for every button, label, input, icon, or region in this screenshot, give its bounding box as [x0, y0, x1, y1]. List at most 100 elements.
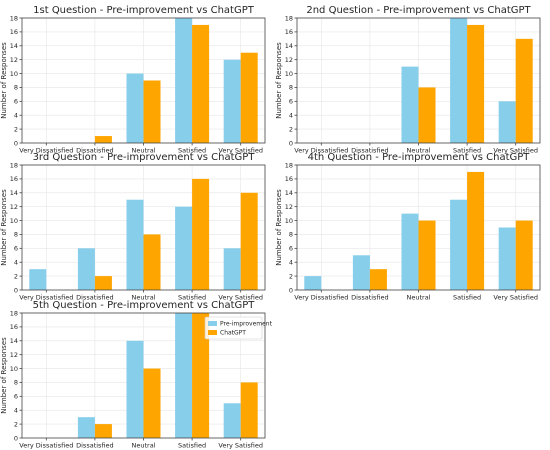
chart-panel-4: 0 2 4 6 8 10 12 14 16 18 Very Dissatisfied Dissatis…: [275, 152, 541, 302]
x-tick-label: Very Satisfied: [218, 147, 263, 155]
y-axis-label: Number of Responses: [275, 189, 283, 266]
x-tick-label: Very Satisfied: [218, 294, 263, 302]
x-tick-label: Dissatisfied: [351, 147, 389, 155]
y-tick-label: 0: [289, 139, 293, 147]
y-tick-label: 14: [10, 189, 18, 197]
x-tick-label: Satisfied: [178, 294, 206, 302]
bar-chatgpt: [192, 313, 210, 438]
y-tick-label: 4: [14, 259, 18, 267]
y-tick-label: 16: [10, 28, 18, 36]
chart-title: 4th Question - Pre-improvement vs ChatGP…: [308, 152, 531, 163]
bar-chatgpt: [515, 38, 533, 144]
y-tick-label: 18: [285, 161, 293, 169]
bar-pre-improvement: [223, 248, 241, 290]
bar-pre-improvement: [175, 18, 193, 143]
bar-pre-improvement: [352, 255, 370, 290]
x-tick-label: Neutral: [132, 294, 156, 302]
y-tick-label: 8: [14, 379, 18, 387]
y-tick-label: 2: [289, 125, 293, 133]
y-axis-label: Number of Responses: [0, 337, 8, 414]
bar-chatgpt: [143, 80, 161, 143]
chart-panel-2: 0 2 4 6 8 10 12 14 16 18 Very Dissatisfied Dissatis…: [275, 5, 541, 155]
bar-chatgpt: [94, 276, 112, 290]
x-tick-label: Dissatisfied: [76, 294, 114, 302]
bar-pre-improvement: [77, 417, 95, 438]
chart-panel-1: 0 2 4 6 8 10 12 14 16 18 Very Dissatisfied Dissatis…: [0, 5, 266, 155]
bar-pre-improvement: [126, 73, 144, 143]
y-tick-label: 18: [10, 14, 18, 22]
x-tick-label: Neutral: [407, 147, 431, 155]
bar-pre-improvement: [401, 66, 419, 143]
bar-pre-improvement: [175, 206, 193, 290]
bar-pre-improvement: [498, 227, 516, 290]
y-tick-label: 16: [10, 323, 18, 331]
y-tick-label: 14: [10, 337, 18, 345]
bar-pre-improvement: [223, 403, 241, 438]
legend-box: [204, 316, 263, 340]
x-tick-label: Satisfied: [453, 147, 481, 155]
y-tick-label: 0: [14, 434, 18, 442]
y-tick-label: 18: [285, 14, 293, 22]
bar-pre-improvement: [29, 269, 47, 290]
y-tick-label: 10: [10, 217, 18, 225]
y-tick-label: 0: [14, 139, 18, 147]
bar-chatgpt: [192, 24, 210, 144]
y-axis-label: Number of Responses: [275, 42, 283, 119]
chart-title: 2nd Question - Pre-improvement vs ChatGP…: [306, 5, 531, 16]
bar-pre-improvement: [77, 248, 95, 290]
bar-chatgpt: [240, 192, 258, 290]
y-tick-label: 10: [285, 217, 293, 225]
bar-chatgpt: [515, 220, 533, 290]
bar-pre-improvement: [126, 340, 144, 438]
chart-title: 3rd Question - Pre-improvement vs ChatGP…: [33, 152, 256, 163]
x-tick-label: Very Satisfied: [493, 294, 538, 302]
bar-pre-improvement: [126, 199, 144, 290]
y-tick-label: 16: [285, 175, 293, 183]
bar-chatgpt: [240, 382, 258, 438]
bar-chatgpt: [418, 87, 436, 143]
legend-label: ChatGPT: [220, 330, 246, 337]
y-tick-label: 2: [14, 420, 18, 428]
bar-chatgpt: [143, 368, 161, 438]
y-tick-label: 4: [14, 407, 18, 415]
y-tick-label: 18: [10, 309, 18, 317]
chart-panel-5: 0 2 4 6 8 10 12 14 16 18 Very Dissatisfied Dissatis…: [0, 300, 273, 450]
x-tick-label: Very Satisfied: [218, 442, 263, 450]
y-tick-label: 6: [289, 245, 293, 253]
y-tick-label: 10: [285, 70, 293, 78]
y-tick-label: 6: [14, 245, 18, 253]
x-tick-label: Very Dissatisfied: [294, 147, 348, 155]
y-tick-label: 14: [10, 42, 18, 50]
x-tick-label: Dissatisfied: [351, 294, 389, 302]
y-tick-label: 2: [289, 272, 293, 280]
bar-chatgpt: [369, 269, 387, 290]
bar-pre-improvement: [304, 276, 322, 290]
x-tick-label: Very Dissatisfied: [19, 442, 73, 450]
chart-title: 1st Question - Pre-improvement vs ChatGP…: [33, 5, 255, 16]
legend-swatch: [208, 321, 217, 326]
bar-pre-improvement: [223, 59, 241, 143]
y-tick-label: 8: [289, 84, 293, 92]
y-tick-label: 14: [285, 189, 293, 197]
bar-pre-improvement: [175, 313, 193, 438]
bar-chatgpt: [240, 52, 258, 143]
x-tick-label: Neutral: [132, 442, 156, 450]
x-tick-label: Very Dissatisfied: [19, 294, 73, 302]
y-tick-label: 8: [14, 84, 18, 92]
x-tick-label: Very Dissatisfied: [19, 147, 73, 155]
y-tick-label: 6: [289, 98, 293, 106]
y-tick-label: 14: [285, 42, 293, 50]
y-tick-label: 8: [14, 231, 18, 239]
bar-chatgpt: [467, 171, 485, 290]
y-tick-label: 4: [289, 112, 293, 120]
bar-chatgpt: [94, 136, 112, 143]
y-tick-label: 4: [289, 259, 293, 267]
y-tick-label: 2: [14, 125, 18, 133]
bar-pre-improvement: [401, 213, 419, 290]
bar-pre-improvement: [450, 18, 468, 143]
bar-chatgpt: [143, 234, 161, 290]
x-tick-label: Neutral: [407, 294, 431, 302]
y-tick-label: 6: [14, 393, 18, 401]
legend-label: Pre-improvement: [220, 321, 273, 328]
x-tick-label: Satisfied: [178, 442, 206, 450]
